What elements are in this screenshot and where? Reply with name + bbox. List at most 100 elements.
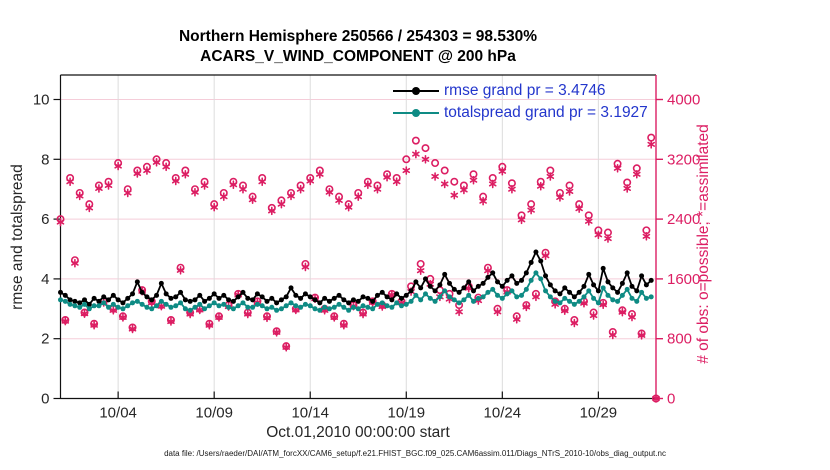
x-tick-label: 10/24 [484,405,522,422]
rmse-marker [254,291,260,297]
assimilated-marker-asterisk [176,266,185,275]
totalspread-marker [168,304,174,310]
rmse-marker [326,298,332,304]
rmse-marker [538,258,544,264]
left-tick-label: 6 [41,211,49,228]
totalspread-marker [581,294,587,300]
assimilated-marker-asterisk [205,320,214,330]
rmse-marker [370,298,376,304]
rmse-marker [562,285,568,291]
assimilated-marker-asterisk [532,292,540,302]
rmse-marker [226,297,232,303]
assimilated-marker-asterisk [56,217,65,227]
totalspread-marker [192,304,198,310]
possible-marker-circle [411,136,420,145]
totalspread-marker [446,294,452,300]
assimilated-marker-asterisk [373,184,382,194]
totalspread-marker [538,276,544,282]
assimilated-marker-asterisk [647,140,655,149]
totalspread-marker [595,300,601,306]
assimilated-marker-asterisk [215,313,223,322]
chart-title-line2: ACARS_V_WIND_COMPONENT @ 200 hPa [200,48,516,65]
rmse-marker [475,283,481,289]
assimilated-marker-asterisk [517,215,526,225]
totalspread-marker [379,300,385,306]
totalspread-marker [346,307,352,313]
totalspread-marker [259,303,265,309]
rmse-marker [615,289,621,295]
totalspread-marker [567,298,573,304]
obs-assimilated-markers [56,140,660,403]
assimilated-marker-asterisk [229,180,238,190]
rmse-marker [471,288,477,294]
totalspread-marker [398,303,404,309]
rmse-marker [427,283,433,289]
assimilated-marker-asterisk [642,231,651,241]
rmse-marker [230,298,236,304]
totalspread-line [60,271,652,312]
totalspread-marker [475,295,481,301]
rmse-marker [341,297,347,303]
totalspread-marker [331,304,337,310]
rmse-marker [312,297,318,303]
assimilated-marker-asterisk [325,187,334,197]
x-tick-label: 10/04 [99,405,137,422]
assimilated-marker-asterisk [219,192,228,201]
rmse-marker [605,279,611,285]
totalspread-marker [250,304,256,310]
rmse-marker [274,300,280,306]
rmse-marker [216,295,222,301]
totalspread-marker [466,292,472,298]
rmse-marker [163,291,169,297]
totalspread-marker [336,301,342,307]
assimilated-marker-asterisk [431,172,439,181]
totalspread-marker [226,304,232,310]
assimilated-marker-asterisk [652,394,660,403]
rmse-marker [624,270,630,276]
rmse-marker [523,270,529,276]
totalspread-marker [610,297,616,303]
rmse-marker [418,285,424,291]
x-axis-ticks: 10/04 10/09 10/14 10/19 10/24 10/29 [99,391,617,422]
totalspread-marker [514,294,520,300]
totalspread-marker [235,303,241,309]
assimilated-marker-asterisk [243,309,252,319]
rmse-marker [461,285,467,291]
legend-marker-totalspread [412,109,420,117]
rmse-marker [346,300,352,306]
totalspread-marker [519,292,525,298]
totalspread-marker [317,307,323,313]
assimilated-marker-asterisk [344,202,353,212]
totalspread-marker [422,291,428,297]
totalspread-marker [197,301,203,307]
totalspread-marker [77,304,83,310]
totalspread-marker [639,289,645,295]
assimilated-marker-asterisk [628,312,636,322]
totalspread-marker [312,306,318,312]
rmse-marker [317,300,323,306]
totalspread-marker [187,307,193,313]
totalspread-marker [442,288,448,294]
assimilated-marker-asterisk [522,302,531,312]
assimilated-marker-asterisk [575,204,583,213]
totalspread-marker [643,295,649,301]
totalspread-marker [173,303,179,309]
rmse-marker [495,279,501,285]
rmse-marker [355,298,361,304]
rmse-marker [235,294,241,300]
assimilated-marker-asterisk [123,188,132,198]
rmse-marker [130,291,136,297]
totalspread-marker [82,301,88,307]
rmse-marker [197,292,203,298]
totalspread-marker [67,301,73,307]
totalspread-series [58,270,654,313]
rmse-marker [154,292,160,298]
totalspread-marker [355,306,361,312]
totalspread-marker [461,297,467,303]
rmse-marker [360,294,366,300]
possible-marker-circle [402,155,411,164]
rmse-marker [206,295,212,301]
totalspread-marker [600,285,606,291]
legend-marker-rmse [412,87,420,95]
